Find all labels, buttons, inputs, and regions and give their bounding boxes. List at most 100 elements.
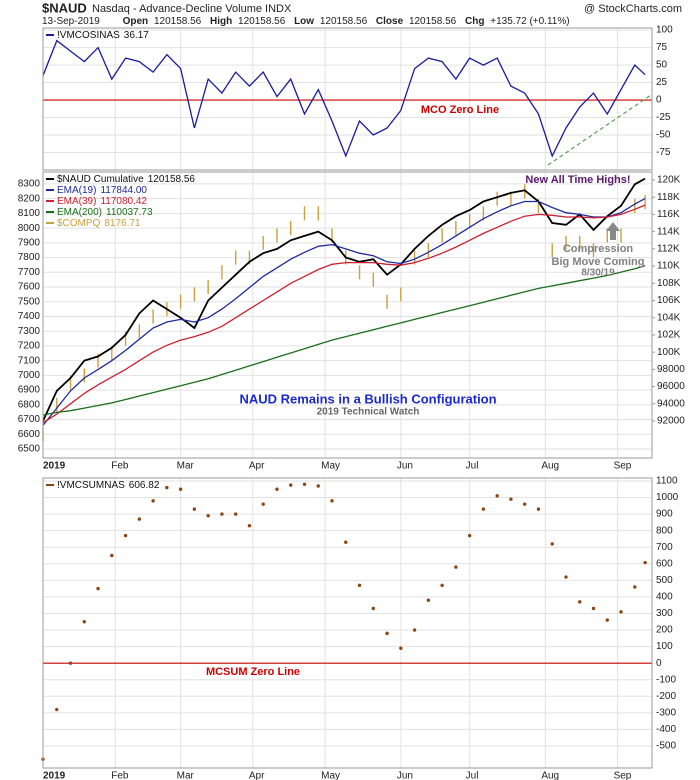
quote-label: Low (294, 16, 314, 27)
y-tick-label: -300 (656, 707, 676, 718)
series-dot (192, 507, 197, 511)
series-dot (344, 540, 348, 544)
legend-name: $COMPQ (57, 218, 101, 229)
series-dot (522, 502, 527, 506)
quote-label: High (210, 16, 232, 27)
series-dot (330, 499, 334, 503)
y-tick-label: 300 (656, 608, 673, 619)
annotation: Big Move Coming (552, 256, 645, 268)
y-tick-label: -200 (656, 691, 676, 702)
series-dot (123, 533, 128, 538)
y-tick-label: 8200 (18, 193, 41, 204)
series-dot (536, 507, 541, 511)
y-tick-label: -25 (656, 112, 671, 123)
panel-frame (42, 477, 653, 769)
legend-entry: EMA(200) 110037.73 (57, 207, 153, 218)
annotation: New All Time Highs! (525, 174, 630, 186)
series-dot (137, 517, 142, 521)
x-tick-label: Apr (249, 771, 265, 780)
y2-tick-label: 120K (657, 175, 681, 186)
y2-tick-label: 94000 (657, 398, 685, 409)
y-tick-label: 25 (656, 77, 668, 88)
series-line (42, 39, 646, 158)
y-tick-label: -500 (656, 741, 676, 752)
y-tick-label: -75 (656, 147, 671, 158)
trend-line (547, 94, 652, 166)
y2-tick-label: 114K (657, 226, 680, 237)
series-dot (82, 620, 86, 624)
y-tick-label: 400 (656, 592, 673, 603)
zero-line-label: MCO Zero Line (421, 104, 499, 116)
y2-tick-label: 108K (657, 278, 681, 289)
quote-line: 13-Sep-2019 Open 120158.56 High 120158.5… (42, 16, 570, 27)
quote-value: +135.72 (+0.11%) (490, 16, 569, 27)
y-tick-label: 8000 (18, 223, 41, 234)
y-tick-label: 7500 (18, 296, 41, 307)
date: 13-Sep-2019 (42, 16, 100, 27)
quote-label: Chg (465, 16, 484, 27)
zero-line-label: MCSUM Zero Line (206, 666, 300, 678)
y-tick-label: 75 (656, 42, 668, 53)
y-tick-label: 7400 (18, 311, 41, 322)
y-tick-label: 8100 (18, 208, 41, 219)
series-dot (495, 494, 499, 498)
y2-tick-label: 96000 (657, 381, 685, 392)
y2-tick-label: 116K (657, 209, 680, 220)
y2-tick-label: 110K (657, 261, 680, 272)
series-dot (481, 507, 486, 511)
x-tick-label: May (321, 771, 340, 780)
series-dot (399, 646, 403, 650)
series-dot (178, 487, 183, 491)
series-dot (96, 586, 100, 591)
y-tick-label: -50 (656, 130, 671, 141)
x-tick-label: Jun (397, 461, 413, 472)
legend-value: 606.82 (129, 480, 160, 491)
y-tick-label: 700 (656, 542, 673, 553)
series-dot (247, 523, 252, 528)
panel-frame (42, 27, 653, 171)
x-tick-label: Aug (541, 461, 559, 472)
series-dot (550, 542, 554, 546)
y-tick-label: 1000 (656, 492, 679, 503)
y-tick-label: 100 (656, 641, 673, 652)
y-tick-label: 1100 (656, 476, 678, 487)
series-dot (591, 606, 596, 611)
y-tick-label: 200 (656, 625, 673, 636)
legend-name: EMA(39) (57, 196, 96, 207)
x-tick-label: Feb (111, 771, 129, 780)
y-tick-label: 7600 (18, 282, 41, 293)
series-dot (633, 585, 637, 589)
series-dot (206, 514, 210, 518)
series-dot (316, 484, 320, 488)
series-dot (509, 497, 513, 501)
x-tick-label: Aug (541, 771, 559, 780)
series-dot (385, 631, 389, 636)
series-dot (467, 533, 472, 538)
x-tick-label: Jul (466, 461, 479, 472)
y-tick-label: 0 (656, 95, 662, 106)
quote-value: 120158.56 (154, 16, 202, 27)
quote-label: Close (376, 16, 404, 27)
series-dot (233, 512, 238, 516)
legend-value: 117844.00 (100, 185, 147, 196)
annotation: Compression (563, 243, 634, 255)
y-tick-label: 6800 (18, 399, 41, 410)
y2-tick-label: 112K (657, 243, 680, 254)
y-tick-label: 6700 (18, 414, 41, 425)
y-tick-label: 100 (656, 25, 673, 36)
watermark: @ StockCharts.com (584, 3, 682, 15)
y-tick-label: -100 (656, 674, 676, 685)
series-dot (151, 499, 155, 503)
x-tick-label: Apr (249, 461, 265, 472)
y2-tick-label: 102K (657, 330, 681, 341)
x-tick-label: Mar (177, 461, 195, 472)
series-line (42, 198, 646, 426)
legend-name: EMA(19) (57, 185, 96, 196)
x-tick-label: May (321, 461, 340, 472)
series-dot (426, 598, 431, 602)
legend-value: 36.17 (124, 30, 149, 41)
legend-value: 120158.56 (148, 174, 196, 185)
x-tick-label: 2019 (43, 771, 66, 780)
series-dot (302, 482, 307, 486)
